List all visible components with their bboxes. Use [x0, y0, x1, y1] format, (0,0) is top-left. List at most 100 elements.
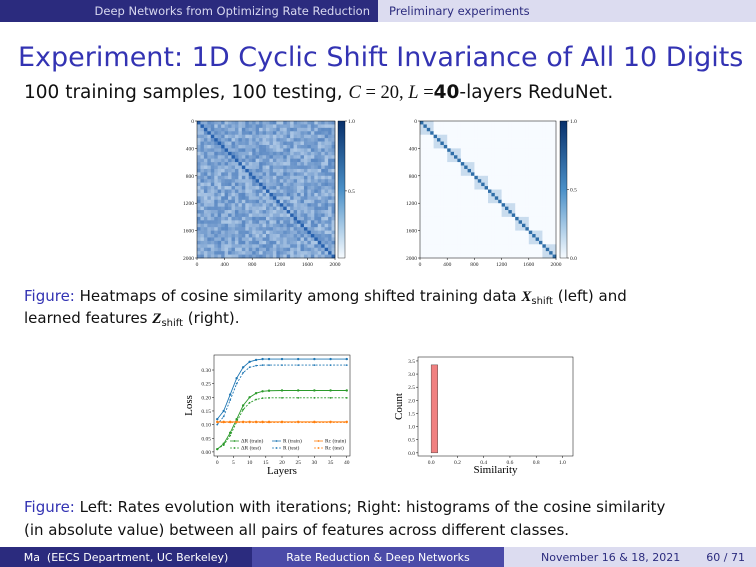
heatmap-cell [454, 121, 458, 125]
heatmap-cell [474, 189, 479, 194]
heatmap-cell [549, 189, 553, 194]
heatmap-cell [460, 216, 465, 221]
heatmap-cell [300, 237, 305, 242]
heatmap-cell [207, 223, 212, 228]
heatmap-cell [293, 162, 298, 166]
heatmap-cell [231, 210, 236, 214]
heatmap-cell [426, 144, 431, 149]
heatmap-cell [433, 165, 438, 170]
heatmap-cell [197, 179, 201, 183]
heatmap-cell [310, 203, 315, 207]
heatmap-cell [259, 134, 263, 139]
heatmap-cell [525, 162, 530, 166]
heatmap-cell [501, 148, 506, 153]
heatmap-cell [443, 168, 448, 173]
heatmap-cell [491, 196, 496, 201]
heatmap-cell [423, 158, 428, 163]
heatmap-cell [443, 254, 448, 259]
heatmap-cell [484, 186, 489, 190]
heatmap-cell [203, 155, 208, 159]
heatmap-cell [532, 234, 536, 238]
heatmap-cell [297, 203, 301, 207]
heatmap-cell [491, 182, 496, 187]
heatmap-cell [272, 247, 277, 252]
heatmap-cell [545, 234, 550, 238]
heatmap-cell [297, 254, 301, 259]
heatmap-cell [297, 199, 301, 204]
heatmap-cell [262, 124, 267, 129]
heatmap-cell [518, 206, 523, 211]
heatmap-cell [231, 151, 236, 156]
heatmap-cell [474, 206, 479, 211]
heatmap-cell [426, 141, 431, 146]
heatmap-cell [433, 213, 438, 218]
heatmap-cell [423, 227, 428, 231]
heatmap-cell [525, 155, 530, 159]
heatmap-cell [488, 216, 492, 221]
heatmap-cell [300, 144, 305, 149]
heatmap-cell [474, 162, 479, 166]
heatmap-cell [307, 144, 312, 149]
heatmap-cell [535, 203, 540, 207]
heatmap-cell [224, 155, 229, 159]
heatmap-cell [545, 121, 550, 125]
heatmap-cell [245, 148, 250, 153]
series-marker [222, 409, 225, 413]
heatmap-cell [252, 151, 256, 156]
heatmap-cell [310, 131, 315, 135]
caption-label: Figure: [24, 287, 75, 305]
heatmap-cell [464, 182, 468, 187]
heatmap-cell [447, 186, 451, 190]
heatmap-cell [426, 168, 431, 173]
heatmap-cell [324, 223, 329, 228]
heatmap-cell [501, 134, 506, 139]
heatmap-cell [450, 155, 455, 159]
y-tick-label: 1.0 [408, 425, 415, 431]
heatmap-cell [488, 254, 492, 259]
heatmap-cell [307, 172, 312, 177]
heatmap-cell [437, 151, 441, 156]
heatmap-cell [279, 254, 284, 259]
heatmap-cell [307, 247, 312, 252]
heatmap-cell [484, 148, 489, 153]
heatmap-cell [535, 158, 540, 163]
heatmap-cell [549, 172, 553, 177]
heatmap-cell [426, 240, 431, 245]
heatmap-cell [542, 179, 547, 183]
heatmap-cell [447, 179, 451, 183]
heatmap-cell [508, 138, 513, 142]
heatmap-cell [238, 244, 243, 249]
heatmap-cell [464, 155, 468, 159]
heatmap-cell [532, 155, 536, 159]
heatmap-cell [248, 220, 253, 225]
heatmap-cell [290, 165, 294, 170]
heatmap-cell [539, 186, 543, 190]
heatmap-cell [471, 210, 475, 214]
heatmap-cell [228, 148, 232, 153]
heatmap-cell [477, 162, 482, 166]
heatmap-cell [545, 206, 550, 211]
heatmap-cell [433, 131, 438, 135]
heatmap-cell [545, 134, 550, 139]
heatmap-cell [508, 203, 513, 207]
heatmap-cell [307, 199, 312, 204]
heatmap-cell [518, 155, 523, 159]
heatmap-cell [450, 172, 455, 177]
heatmap-cell [200, 144, 205, 149]
footer-page: 60 / 71 [706, 551, 745, 564]
heatmap-cell [515, 168, 519, 173]
heatmap-cell [234, 216, 239, 221]
heatmap-cell [535, 168, 540, 173]
heatmap-cell [286, 138, 291, 142]
heatmap-cell [464, 172, 468, 177]
heatmap-cell [234, 138, 239, 142]
heatmap-cell [471, 138, 475, 142]
heatmap-cell [494, 179, 499, 183]
x-tick-label: 1200 [496, 262, 507, 268]
heatmap-cell [532, 172, 536, 177]
heatmap-cell [508, 227, 513, 231]
heatmap-cell [528, 203, 533, 207]
heatmap-cell [464, 158, 468, 163]
series-marker [222, 444, 225, 446]
heatmap-cell [522, 192, 526, 197]
